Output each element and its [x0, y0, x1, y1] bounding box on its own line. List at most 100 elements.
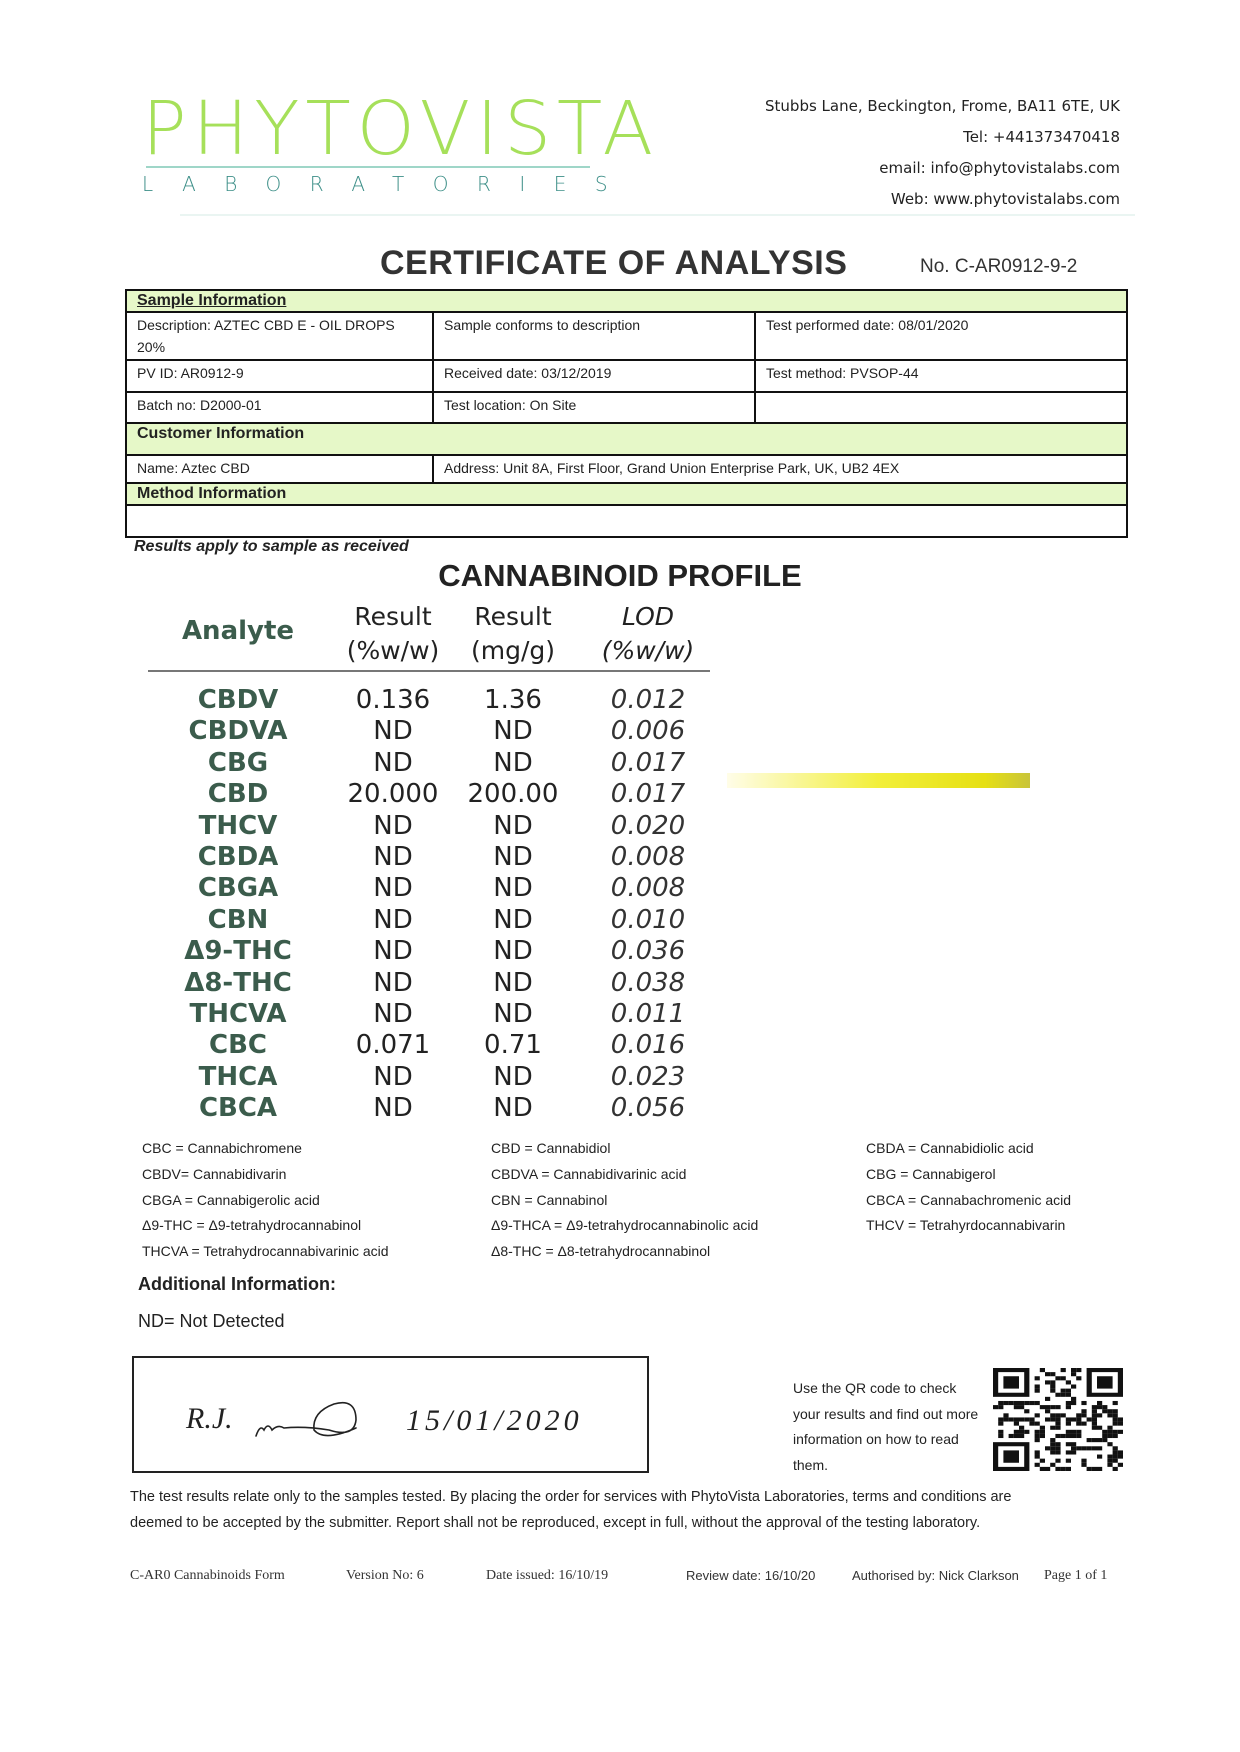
empty-cell — [754, 391, 1128, 424]
table-row: CBDVA ND ND 0.006 — [148, 716, 710, 747]
signature-flourish — [255, 1401, 357, 1437]
lod-cell: 0.008 — [610, 842, 686, 872]
header-result-pct: Result (%w/w) — [346, 602, 440, 665]
contact-address: Stubbs Lane, Beckington, Frome, BA11 6TE… — [765, 97, 1120, 115]
test-method-cell: Test method: PVSOP-44 — [754, 359, 1128, 393]
analyte-cell: THCA — [198, 1061, 278, 1092]
additional-info-title: Additional Information: — [138, 1274, 336, 1294]
table-row: CBG ND ND 0.017 — [148, 748, 710, 779]
table-row: CBC 0.071 0.71 0.016 — [148, 1030, 710, 1061]
analyte-cell: CBDVA — [188, 716, 288, 747]
result-pct-cell: ND — [373, 999, 413, 1029]
sample-info-table: Sample Information Description: AZTEC CB… — [125, 289, 1128, 538]
conforms-cell: Sample conforms to description — [432, 311, 756, 361]
legend-item: CBDV= Cannabidivarin — [142, 1165, 287, 1182]
result-pct-cell: 20.000 — [347, 779, 439, 810]
legend-item: CBG = Cannabigerol — [866, 1165, 996, 1182]
section-sample-information: Sample Information — [125, 289, 1128, 313]
table-row: CBN ND ND 0.010 — [148, 905, 710, 936]
logo-divider — [146, 166, 590, 168]
pv-id-cell: PV ID: AR0912-9 — [125, 359, 434, 393]
legend-item: CBDVA = Cannabidivarinic acid — [491, 1165, 687, 1182]
lod-cell: 0.016 — [610, 1030, 686, 1061]
table-row: Δ8-THC ND ND 0.038 — [148, 968, 710, 999]
legend-item: Δ9-THC = Δ9-tetrahydrocannabinol — [142, 1217, 362, 1234]
nd-note: ND= Not Detected — [138, 1311, 285, 1331]
analyte-cell: CBGA — [197, 873, 279, 904]
disclaimer: The test results relate only to the samp… — [130, 1489, 1012, 1531]
test-date-cell: Test performed date: 08/01/2020 — [754, 311, 1128, 361]
result-mg-cell: ND — [493, 1093, 533, 1124]
header-divider — [180, 214, 1135, 216]
legend-item: THCVA = Tetrahydrocannabivarinic acid — [142, 1243, 389, 1260]
table-row: THCVA ND ND 0.011 — [148, 999, 710, 1030]
result-pct-cell: ND — [373, 1093, 413, 1124]
lod-cell: 0.038 — [610, 967, 686, 998]
result-mg-cell: ND — [493, 999, 533, 1029]
analyte-cell: CBN — [207, 904, 269, 935]
legend-item: CBN = Cannabinol — [491, 1191, 608, 1208]
logo-subtitle: LABORATORIES — [142, 172, 637, 196]
page-title: CERTIFICATE OF ANALYSIS — [380, 244, 848, 282]
lod-cell: 0.017 — [610, 779, 686, 810]
section-method-information: Method Information — [125, 482, 1128, 506]
highlight-bar — [727, 773, 1030, 788]
legend-item: CBD = Cannabidiol — [491, 1140, 611, 1156]
section-customer-information: Customer Information — [125, 422, 1128, 456]
lod-cell: 0.006 — [610, 716, 686, 747]
result-pct-cell: ND — [373, 842, 413, 872]
header-result-mg: Result (mg/g) — [470, 602, 556, 665]
table-row: THCA ND ND 0.023 — [148, 1062, 710, 1093]
test-location-cell: Test location: On Site — [432, 391, 756, 424]
result-pct-cell: ND — [373, 904, 413, 935]
table-row: CBCA ND ND 0.056 — [148, 1093, 710, 1124]
table-row: CBD 20.000 200.00 0.017 — [148, 779, 710, 810]
result-pct-cell: ND — [373, 936, 413, 967]
analyte-cell: CBC — [209, 1030, 267, 1061]
batch-cell: Batch no: D2000-01 — [125, 391, 434, 424]
footer-form: C-AR0 Cannabinoids Form — [130, 1568, 285, 1583]
lod-cell: 0.036 — [610, 936, 686, 967]
result-mg-cell: ND — [493, 873, 533, 904]
logo-wordmark: PHYTOVISTA — [142, 86, 660, 172]
lod-cell: 0.012 — [610, 685, 686, 715]
lod-cell: 0.020 — [610, 810, 686, 841]
signature-box: R.J. 15/01/2020 — [132, 1356, 649, 1473]
lod-cell: 0.017 — [610, 747, 686, 778]
contact-phone: Tel: +441373470418 — [963, 128, 1120, 146]
result-pct-cell: 0.071 — [355, 1030, 431, 1061]
lod-cell: 0.023 — [610, 1061, 686, 1092]
table-row: CBDA ND ND 0.008 — [148, 842, 710, 873]
legend-item: CBCA = Cannabachromenic acid — [866, 1191, 1072, 1208]
result-mg-cell: ND — [493, 842, 533, 872]
result-mg-cell: ND — [493, 967, 533, 998]
result-pct-cell: ND — [373, 967, 413, 998]
legend-item: THCV = Tetrahyrdocannabivarin — [866, 1217, 1066, 1234]
result-pct-cell: ND — [373, 747, 413, 778]
legend-item: CBC = Cannabichromene — [142, 1140, 302, 1156]
table-row: CBGA ND ND 0.008 — [148, 873, 710, 904]
legend-item: CBGA = Cannabigerolic acid — [142, 1191, 320, 1208]
result-mg-cell: ND — [493, 810, 533, 841]
analyte-cell: THCV — [198, 810, 278, 841]
result-mg-cell: ND — [493, 747, 533, 778]
qr-instructions: Use the QR code to check your results an… — [793, 1380, 979, 1473]
qr-code[interactable] — [993, 1368, 1123, 1471]
result-pct-cell: ND — [373, 810, 413, 841]
lod-cell: 0.008 — [610, 873, 686, 904]
customer-address-cell: Address: Unit 8A, First Floor, Grand Uni… — [432, 454, 1128, 484]
result-mg-cell: 1.36 — [484, 685, 542, 715]
analyte-cell: Δ8-THC — [184, 967, 292, 998]
analyte-cell: CBDV — [197, 685, 279, 715]
result-mg-cell: ND — [493, 904, 533, 935]
results-note: Results apply to sample as received — [134, 538, 409, 555]
analyte-cell: CBCA — [198, 1093, 278, 1124]
footer-version: Version No: 6 — [346, 1568, 424, 1583]
contact-web: Web: www.phytovistalabs.com — [890, 190, 1120, 208]
analyte-cell: CBG — [207, 747, 269, 778]
result-mg-cell: 0.71 — [484, 1030, 542, 1061]
analyte-cell: CBD — [207, 779, 269, 810]
table-row: Δ9-THC ND ND 0.036 — [148, 936, 710, 967]
footer-date-issued: Date issued: 16/10/19 — [486, 1568, 609, 1583]
signature-date: 15/01/2020 — [406, 1404, 583, 1437]
